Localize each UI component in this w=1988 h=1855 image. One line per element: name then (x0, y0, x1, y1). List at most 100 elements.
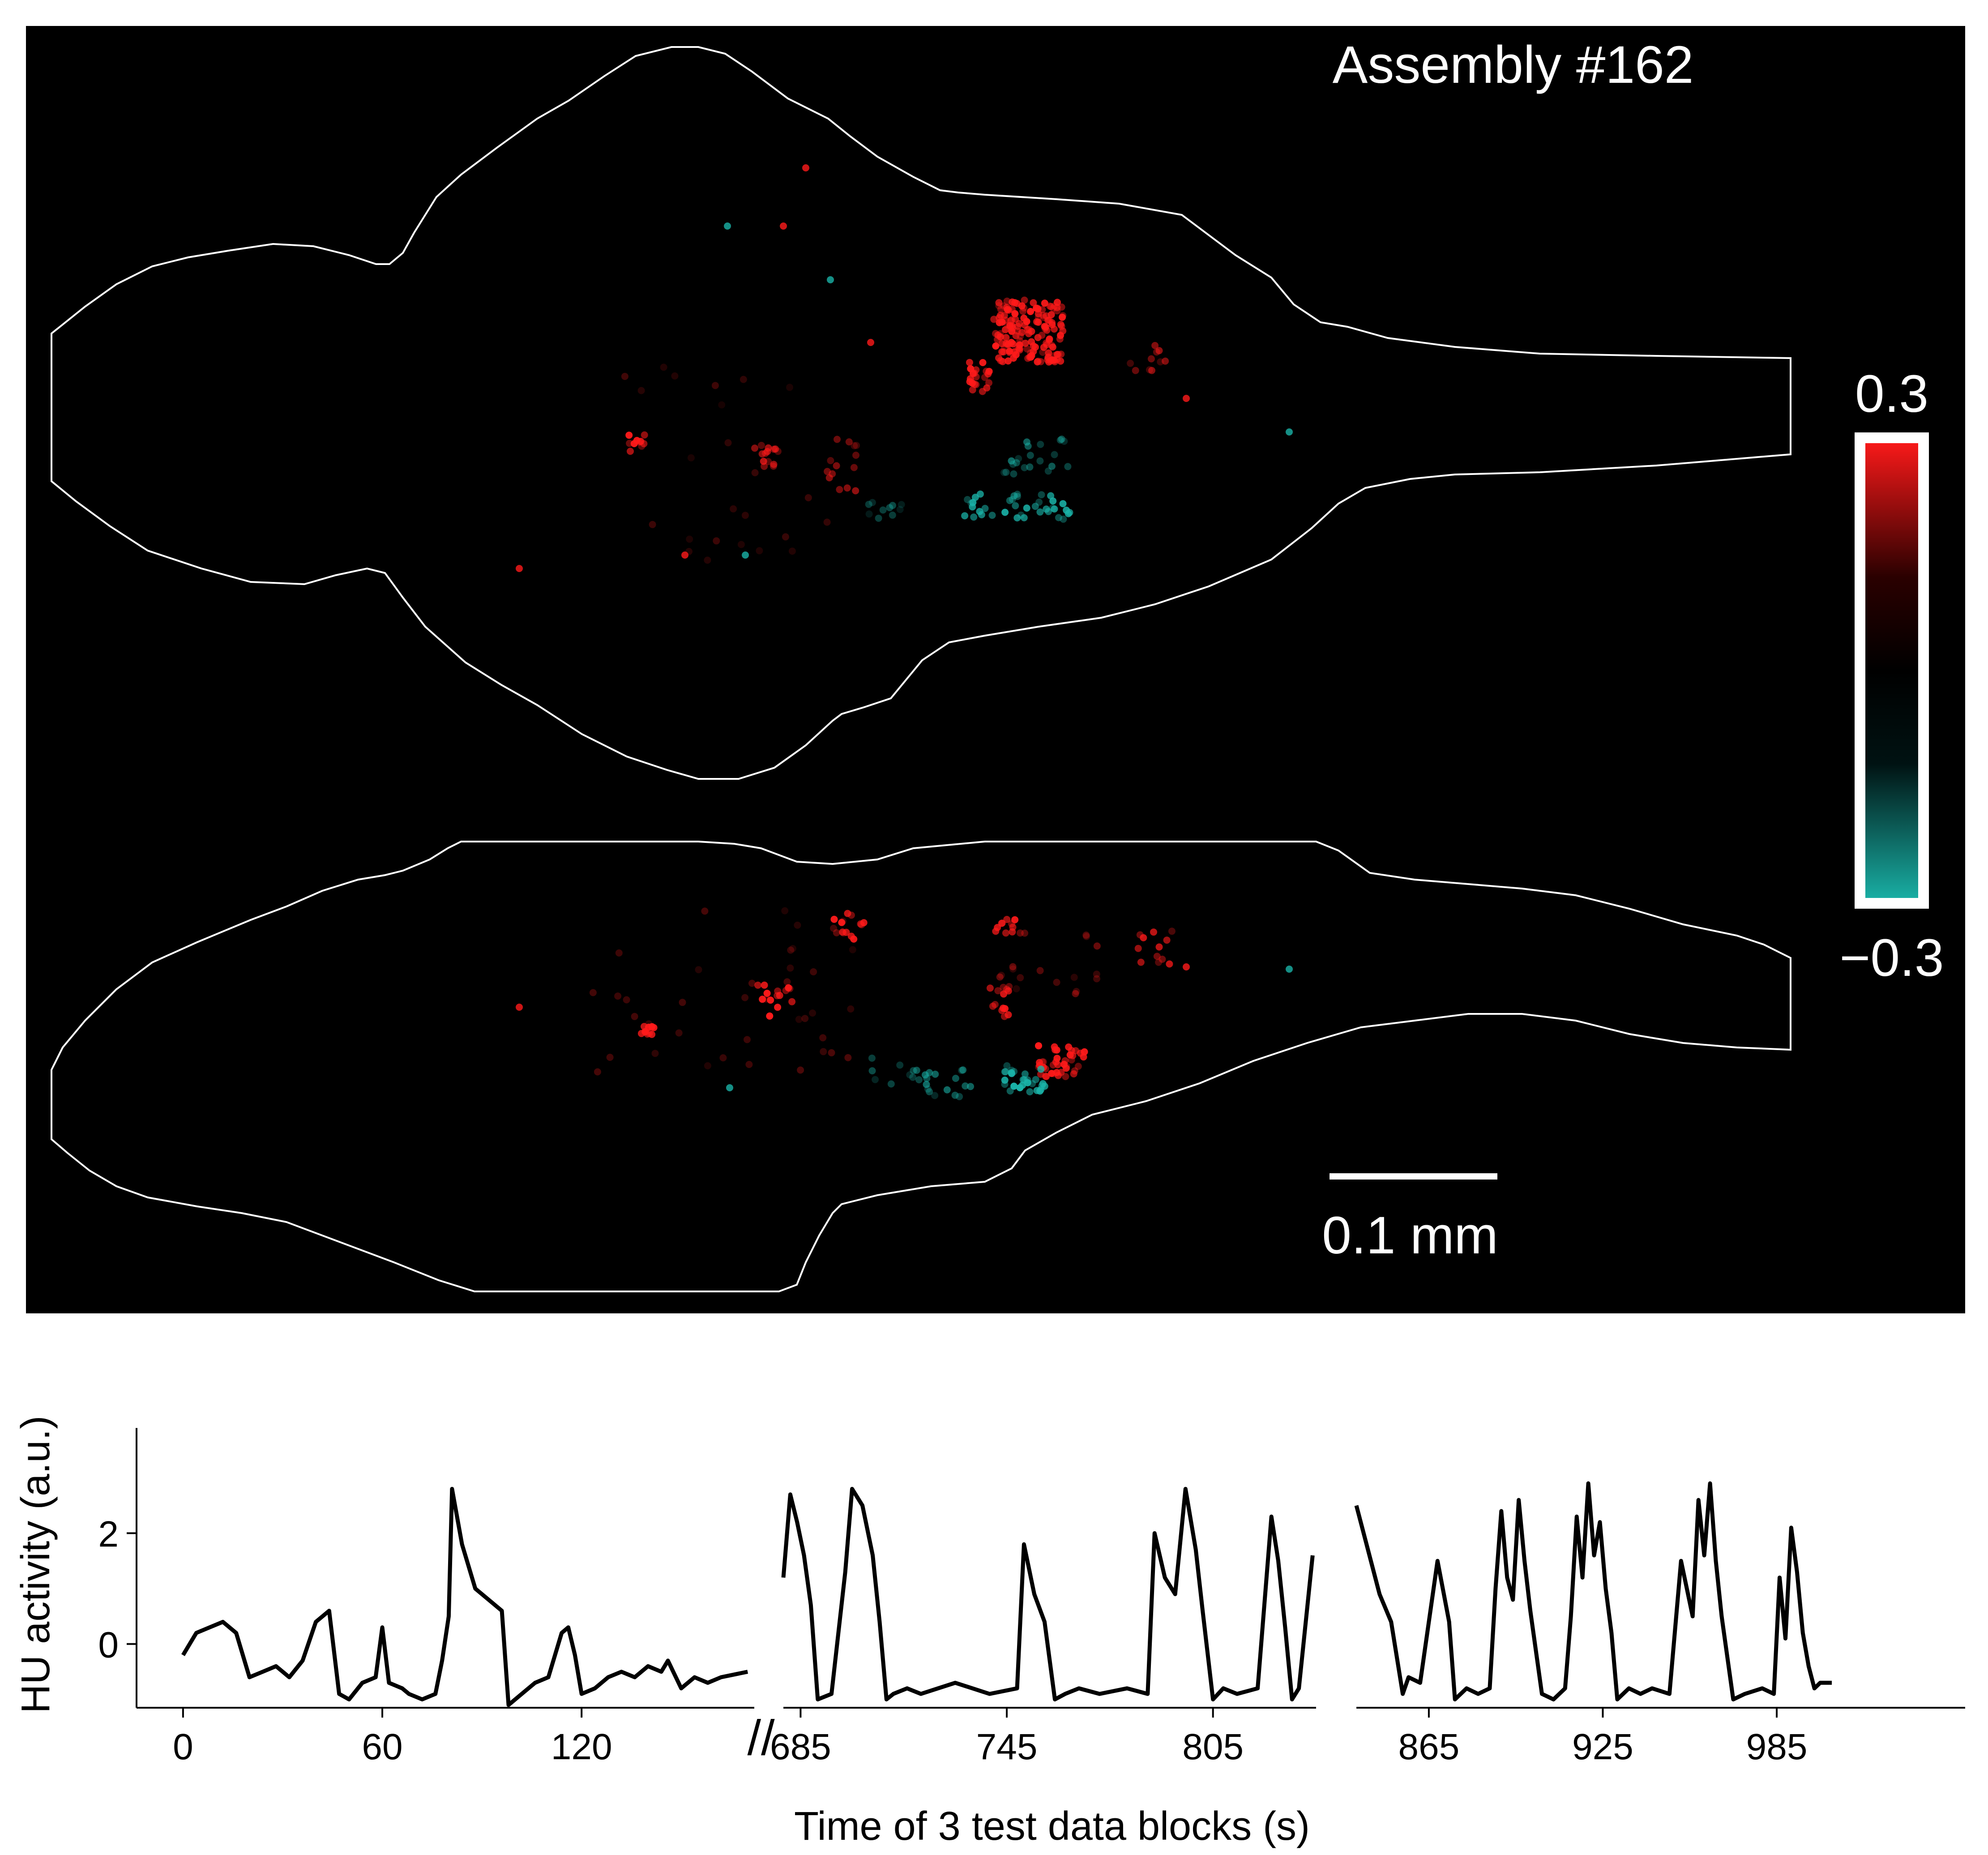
y-tick-label: 0 (98, 1625, 119, 1666)
neuron-point (852, 452, 859, 459)
neuron-point (1008, 1070, 1015, 1077)
neuron-point (844, 1054, 852, 1061)
neuron-point (1050, 1070, 1057, 1077)
neuron-point (1065, 1043, 1073, 1051)
neuron-point (1010, 492, 1018, 500)
neuron-point (1005, 340, 1012, 348)
neuron-point (996, 333, 1004, 341)
neuron-point (789, 945, 796, 952)
neuron-point (829, 470, 836, 478)
neuron-point (763, 990, 771, 997)
axis-break-marker: // (747, 1710, 775, 1765)
neuron-point (875, 514, 882, 522)
neuron-point (1009, 963, 1017, 970)
neuron-point (776, 992, 783, 999)
neuron-point (966, 359, 973, 366)
brain-panel-background (26, 26, 1965, 1313)
neuron-point (788, 998, 796, 1005)
neuron-point (606, 1054, 614, 1061)
neuron-point (744, 1036, 751, 1043)
neuron-point (1033, 318, 1040, 325)
neuron-point (695, 966, 702, 974)
neuron-point (847, 1005, 855, 1013)
neuron-point (1062, 1064, 1070, 1072)
neuron-point (782, 987, 790, 994)
neuron-point (650, 1024, 658, 1031)
neuron-point (1073, 987, 1080, 995)
neuron-point (824, 468, 831, 475)
neuron-point (704, 1062, 711, 1069)
neuron-point (724, 222, 731, 230)
neuron-point (1035, 1042, 1042, 1050)
neuron-point (966, 375, 974, 383)
neuron-point (1047, 303, 1055, 310)
neuron-point (951, 1091, 959, 1099)
neuron-point (704, 556, 711, 564)
neuron-point (1002, 469, 1010, 476)
neuron-point (991, 1001, 999, 1008)
neuron-point (809, 1009, 817, 1017)
neuron-point (969, 499, 977, 506)
neuron-point (971, 493, 979, 501)
neuron-point (1155, 958, 1163, 966)
neuron-point (1183, 395, 1190, 402)
neuron-point (1051, 505, 1058, 513)
neuron-point (847, 911, 855, 919)
neuron-point (1000, 469, 1008, 476)
neuron-point (1010, 470, 1018, 478)
neuron-point (961, 512, 969, 520)
neuron-point (1002, 326, 1009, 333)
neuron-point (742, 551, 749, 559)
x-tick-label: 745 (976, 1727, 1038, 1767)
neuron-point (997, 306, 1005, 313)
neuron-point (1053, 1055, 1061, 1062)
x-tick-label: 685 (770, 1727, 831, 1767)
neuron-point (1054, 299, 1061, 306)
neuron-point (751, 469, 759, 476)
neuron-point (621, 372, 628, 380)
neuron-point (1021, 1070, 1029, 1078)
neuron-point (1045, 349, 1052, 357)
neuron-point (660, 363, 667, 371)
neuron-point (1056, 436, 1064, 444)
neuron-point (1093, 970, 1100, 978)
neuron-point (730, 505, 737, 513)
neuron-point (1137, 958, 1145, 966)
neuron-point (1060, 437, 1068, 445)
neuron-point (1022, 339, 1029, 347)
neuron-point (1146, 366, 1153, 374)
neuron-point (1060, 515, 1067, 523)
y-axis-label: HU activity (a.u.) (13, 1415, 58, 1713)
neuron-point (1066, 509, 1073, 516)
neuron-point (952, 1075, 959, 1082)
neuron-point (872, 1076, 879, 1083)
neuron-point (983, 368, 990, 375)
neuron-point (787, 946, 795, 954)
neuron-point (1059, 313, 1066, 321)
neuron-point (737, 541, 745, 548)
neuron-point (981, 504, 989, 512)
neuron-point (833, 929, 840, 936)
neuron-point (1036, 457, 1044, 465)
neuron-point (1035, 310, 1042, 317)
neuron-point (1015, 455, 1022, 462)
neuron-point (830, 915, 838, 923)
neuron-point (825, 474, 833, 482)
neuron-point (1008, 328, 1016, 335)
neuron-point (1049, 343, 1056, 351)
neuron-point (774, 1004, 782, 1011)
neuron-point (1021, 464, 1028, 471)
neuron-point (1006, 497, 1013, 504)
neuron-point (1019, 308, 1027, 315)
neuron-point (1034, 358, 1041, 365)
neuron-point (1002, 316, 1009, 324)
neuron-point (896, 1061, 904, 1069)
neuron-point (516, 1004, 523, 1011)
neuron-point (751, 445, 758, 452)
neuron-point (767, 996, 774, 1004)
neuron-point (1023, 504, 1030, 512)
neuron-point (679, 999, 686, 1006)
neuron-point (1150, 928, 1157, 936)
neuron-point (810, 968, 817, 975)
neuron-point (1024, 1079, 1031, 1086)
